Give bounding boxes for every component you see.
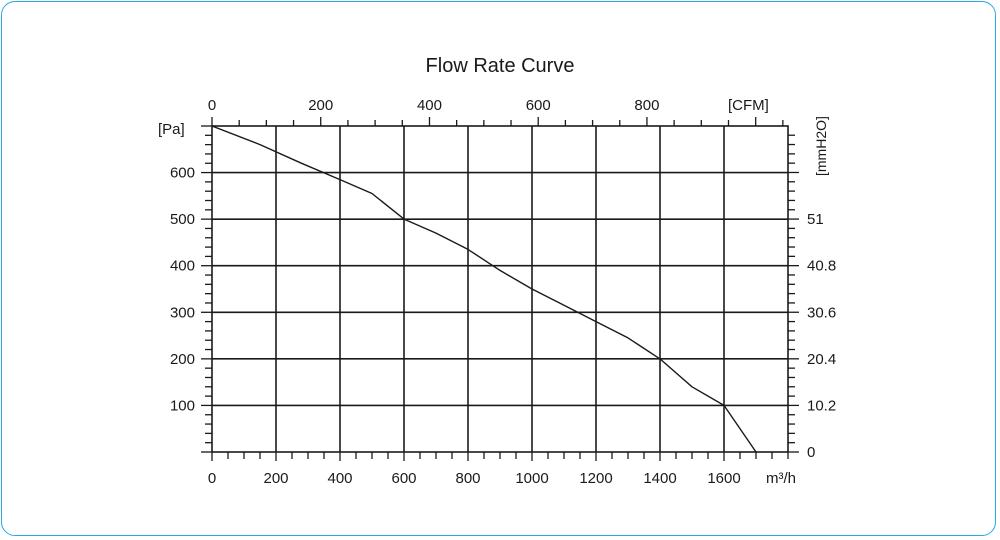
right-tick-label: 0 bbox=[807, 444, 815, 461]
y-tick-label: 600 bbox=[170, 165, 195, 182]
x-tick-label: 0 bbox=[208, 470, 216, 487]
right-tick-label: 10.2 bbox=[807, 397, 836, 414]
y-tick-label: 200 bbox=[170, 351, 195, 368]
right-tick-label: 30.6 bbox=[807, 304, 836, 321]
x-tick-label: 800 bbox=[455, 470, 480, 487]
x-tick-label: 1600 bbox=[707, 470, 740, 487]
top-tick-label: 0 bbox=[208, 97, 216, 114]
right-tick-label: 40.8 bbox=[807, 258, 836, 275]
y-axis-label-left: [Pa] bbox=[158, 121, 185, 138]
y-tick-label: 100 bbox=[170, 397, 195, 414]
right-tick-label: 20.4 bbox=[807, 351, 836, 368]
series-line bbox=[211, 125, 757, 453]
tick-labels: 0 200 400 600 800 1000 1200 1400 1600 100 200 300 40… bbox=[170, 97, 836, 487]
x-axis-label: m³/h bbox=[766, 470, 796, 487]
x-tick-label: 1000 bbox=[515, 470, 548, 487]
x-tick-label: 600 bbox=[391, 470, 416, 487]
top-tick-label: 200 bbox=[308, 97, 333, 114]
series-layer bbox=[211, 125, 757, 453]
plot-frame bbox=[211, 125, 789, 453]
y-tick-label: 400 bbox=[170, 258, 195, 275]
x-tick-label: 200 bbox=[263, 470, 288, 487]
x-tick-label: 1400 bbox=[643, 470, 676, 487]
y-axis-label-right: [mmH2O] bbox=[813, 116, 829, 176]
top-tick-label: 400 bbox=[417, 97, 442, 114]
x-tick-label: 400 bbox=[327, 470, 352, 487]
grid-lines bbox=[211, 125, 789, 453]
right-tick-label: 51 bbox=[807, 211, 824, 228]
x-tick-label: 1200 bbox=[579, 470, 612, 487]
y-tick-label: 300 bbox=[170, 304, 195, 321]
top-tick-label: 800 bbox=[634, 97, 659, 114]
top-tick-label: 600 bbox=[526, 97, 551, 114]
y-tick-label: 500 bbox=[170, 211, 195, 228]
chart-title: Flow Rate Curve bbox=[426, 55, 575, 77]
axis-ticks bbox=[201, 117, 799, 461]
x-axis-label-top: [CFM] bbox=[728, 97, 769, 114]
